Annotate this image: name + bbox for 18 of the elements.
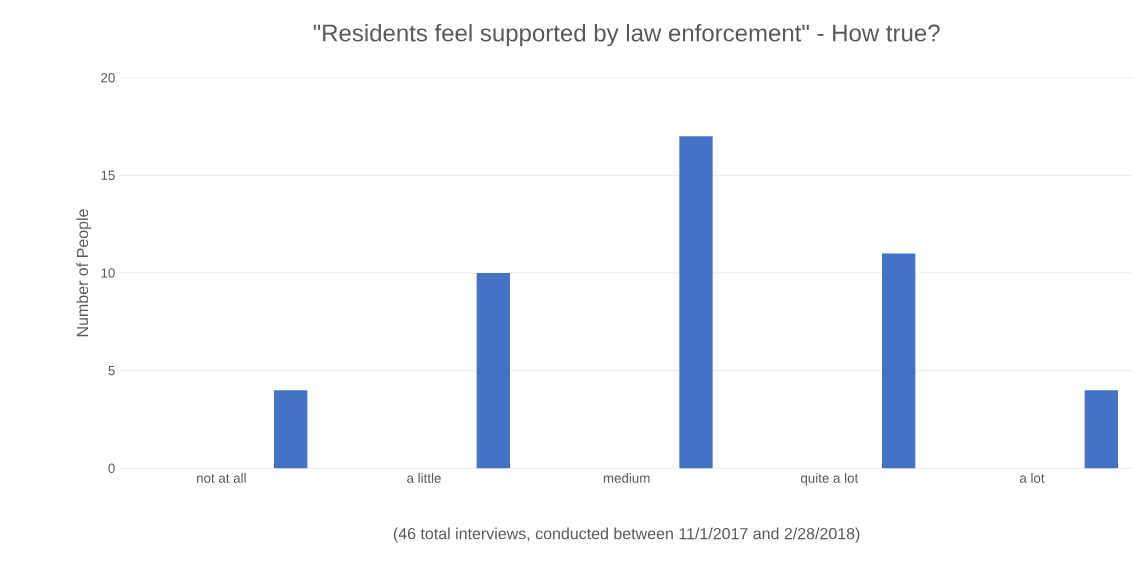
y-tick-label: 15 bbox=[101, 170, 115, 180]
x-tick-label: a little bbox=[407, 473, 441, 483]
y-tick-label: 20 bbox=[101, 72, 115, 83]
x-tick-label: quite a lot bbox=[800, 473, 859, 486]
x-tick-label: medium bbox=[603, 473, 650, 483]
bar bbox=[274, 390, 308, 469]
y-axis-title: Number of People bbox=[76, 209, 92, 337]
bar bbox=[1084, 390, 1118, 469]
y-tick-label: 0 bbox=[108, 463, 115, 474]
bar bbox=[476, 272, 510, 469]
bar bbox=[679, 136, 713, 469]
x-tick-label: a lot bbox=[1019, 473, 1045, 483]
y-tick-label: 5 bbox=[108, 366, 115, 376]
chart-title: "Residents feel supported by law enforcement" - How true? bbox=[313, 23, 940, 47]
y-tick-label: 10 bbox=[101, 268, 115, 278]
bar bbox=[882, 253, 916, 469]
text: (46 total interviews, conducted between 11/1/2017 and 2/28/2018) bbox=[393, 527, 860, 543]
x-tick-label: not at all bbox=[197, 473, 246, 483]
